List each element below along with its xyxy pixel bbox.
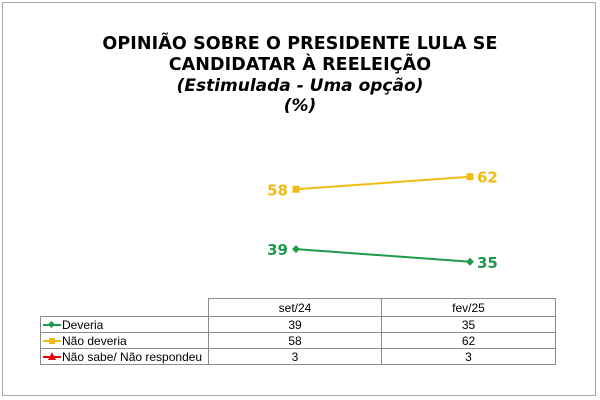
data-table-cell: 62	[381, 332, 556, 349]
data-point-deveria	[466, 257, 474, 266]
data-table: set/24 fev/25 Deveria 39 35 Não deveria …	[40, 298, 556, 365]
series-line-deveria	[295, 248, 471, 263]
legend-key-square-icon	[43, 336, 61, 346]
data-label-nao-deveria: 62	[477, 169, 498, 187]
legend-label: Não sabe/ Não respondeu	[62, 349, 203, 364]
data-point-nao-deveria	[466, 173, 474, 181]
data-table-cell: 58	[208, 332, 382, 349]
data-table-header-cell: fev/25	[381, 298, 556, 317]
legend-key-diamond-icon	[43, 320, 61, 330]
data-table-header-row: set/24 fev/25	[41, 298, 556, 317]
chart-subtitle: (Estimulada - Uma opção)	[176, 76, 424, 96]
legend-label: Não deveria	[62, 333, 127, 348]
data-table-corner	[41, 299, 209, 317]
series-line-nao-deveria	[295, 175, 471, 191]
legend-entry-nao-deveria: Não deveria	[40, 332, 209, 349]
data-label-nao-deveria: 58	[267, 181, 288, 199]
data-point-deveria	[292, 245, 300, 254]
data-label-deveria: 39	[267, 241, 288, 259]
data-table-header-cell: set/24	[208, 298, 382, 317]
data-table-row-nao-deveria: Não deveria 58 62	[40, 332, 556, 349]
chart-title-line-1: OPINIÃO SOBRE O PRESIDENTE LULA SE	[102, 34, 498, 54]
chart-titles: OPINIÃO SOBRE O PRESIDENTE LULA SE CANDI…	[0, 34, 600, 116]
chart-title-line-2: CANDIDATAR À REELEIÇÃO	[168, 55, 432, 75]
legend-label: Deveria	[62, 317, 104, 332]
data-table-cell: 3	[381, 348, 556, 365]
legend-entry-deveria: Deveria	[40, 316, 209, 333]
data-table-row-deveria: Deveria 39 35	[40, 316, 556, 333]
data-point-nao-deveria	[292, 185, 300, 193]
data-label-deveria: 35	[477, 254, 498, 272]
legend-entry-nao-sabe: Não sabe/ Não respondeu	[40, 348, 209, 365]
legend-key-triangle-icon	[43, 352, 61, 362]
data-table-row-nao-sabe: Não sabe/ Não respondeu 3 3	[40, 348, 556, 365]
data-table-cell: 35	[381, 316, 556, 333]
data-table-cell: 3	[208, 348, 382, 365]
chart-unit-note: (%)	[283, 96, 317, 116]
data-table-cell: 39	[208, 316, 382, 333]
